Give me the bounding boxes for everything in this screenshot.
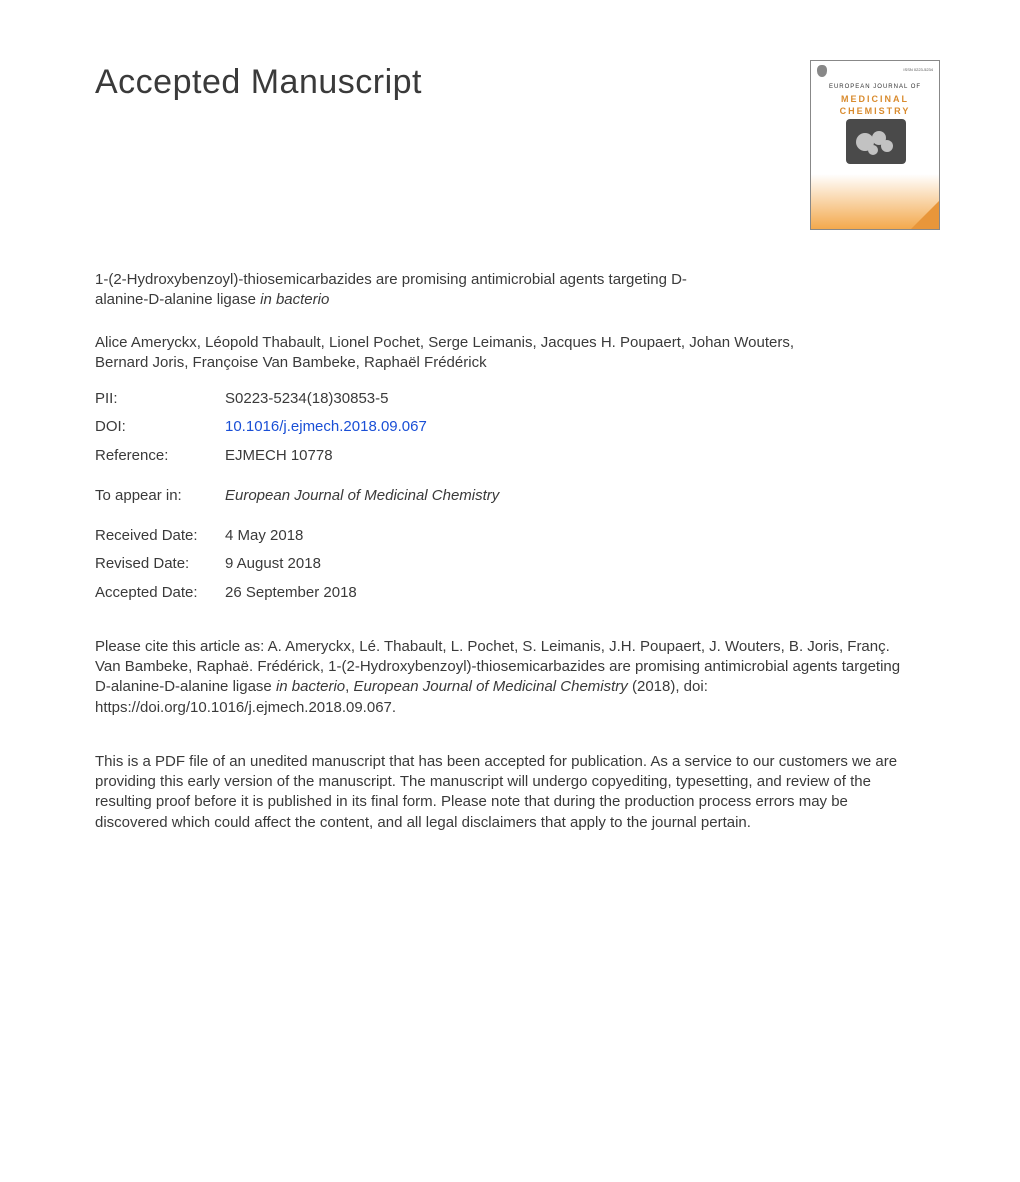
- doi-link[interactable]: 10.1016/j.ejmech.2018.09.067: [225, 417, 427, 437]
- to-appear-label: To appear in:: [95, 486, 225, 506]
- pii-value: S0223-5234(18)30853-5: [225, 389, 388, 409]
- journal-cover-thumbnail: ISSN 0223-5234 EUROPEAN JOURNAL OF MEDIC…: [810, 60, 940, 230]
- meta-row-reference: Reference: EJMECH 10778: [95, 446, 940, 466]
- cover-pretitle: EUROPEAN JOURNAL OF: [811, 83, 939, 91]
- revised-date-row: Revised Date: 9 August 2018: [95, 554, 940, 574]
- article-title-plain: 1-(2-Hydroxybenzoyl)-thiosemicarbazides …: [95, 271, 687, 308]
- author-list: Alice Ameryckx, Léopold Thabault, Lionel…: [95, 333, 815, 374]
- reference-label: Reference:: [95, 446, 225, 466]
- metadata-table: PII: S0223-5234(18)30853-5 DOI: 10.1016/…: [95, 389, 940, 466]
- article-title-italic: in bacterio: [260, 291, 329, 308]
- citation-block: Please cite this article as: A. Ameryckx…: [95, 637, 915, 718]
- revised-date-value: 9 August 2018: [225, 554, 321, 574]
- molecule-icon: [853, 126, 899, 158]
- dates-block: Received Date: 4 May 2018 Revised Date: …: [95, 526, 940, 603]
- citation-sep1: ,: [345, 678, 353, 695]
- received-date-row: Received Date: 4 May 2018: [95, 526, 940, 546]
- cover-title: MEDICINAL CHEMISTRY: [811, 93, 939, 117]
- received-date-label: Received Date:: [95, 526, 225, 546]
- received-date-value: 4 May 2018: [225, 526, 303, 546]
- citation-italic-bacterio: in bacterio: [276, 678, 345, 695]
- header-row: Accepted Manuscript ISSN 0223-5234 EUROP…: [95, 60, 940, 230]
- cover-issn: ISSN 0223-5234: [903, 67, 933, 72]
- reference-value: EJMECH 10778: [225, 446, 333, 466]
- to-appear-value: European Journal of Medicinal Chemistry: [225, 486, 499, 506]
- accepted-date-row: Accepted Date: 26 September 2018: [95, 583, 940, 603]
- pii-label: PII:: [95, 389, 225, 409]
- accepted-date-label: Accepted Date:: [95, 583, 225, 603]
- cover-title-line1: MEDICINAL: [841, 94, 909, 104]
- to-appear-row: To appear in: European Journal of Medici…: [95, 486, 940, 506]
- accepted-date-value: 26 September 2018: [225, 583, 357, 603]
- meta-row-pii: PII: S0223-5234(18)30853-5: [95, 389, 940, 409]
- cover-molecule-graphic: [846, 119, 906, 164]
- article-title: 1-(2-Hydroxybenzoyl)-thiosemicarbazides …: [95, 270, 735, 311]
- revised-date-label: Revised Date:: [95, 554, 225, 574]
- elsevier-logo-icon: [817, 65, 827, 77]
- citation-italic-journal: European Journal of Medicinal Chemistry: [354, 678, 628, 695]
- cover-title-line2: CHEMISTRY: [840, 106, 911, 116]
- page-heading: Accepted Manuscript: [95, 60, 422, 106]
- cover-corner-fold-icon: [911, 201, 939, 229]
- doi-label: DOI:: [95, 417, 225, 437]
- disclaimer-text: This is a PDF file of an unedited manusc…: [95, 752, 915, 833]
- meta-row-doi: DOI: 10.1016/j.ejmech.2018.09.067: [95, 417, 940, 437]
